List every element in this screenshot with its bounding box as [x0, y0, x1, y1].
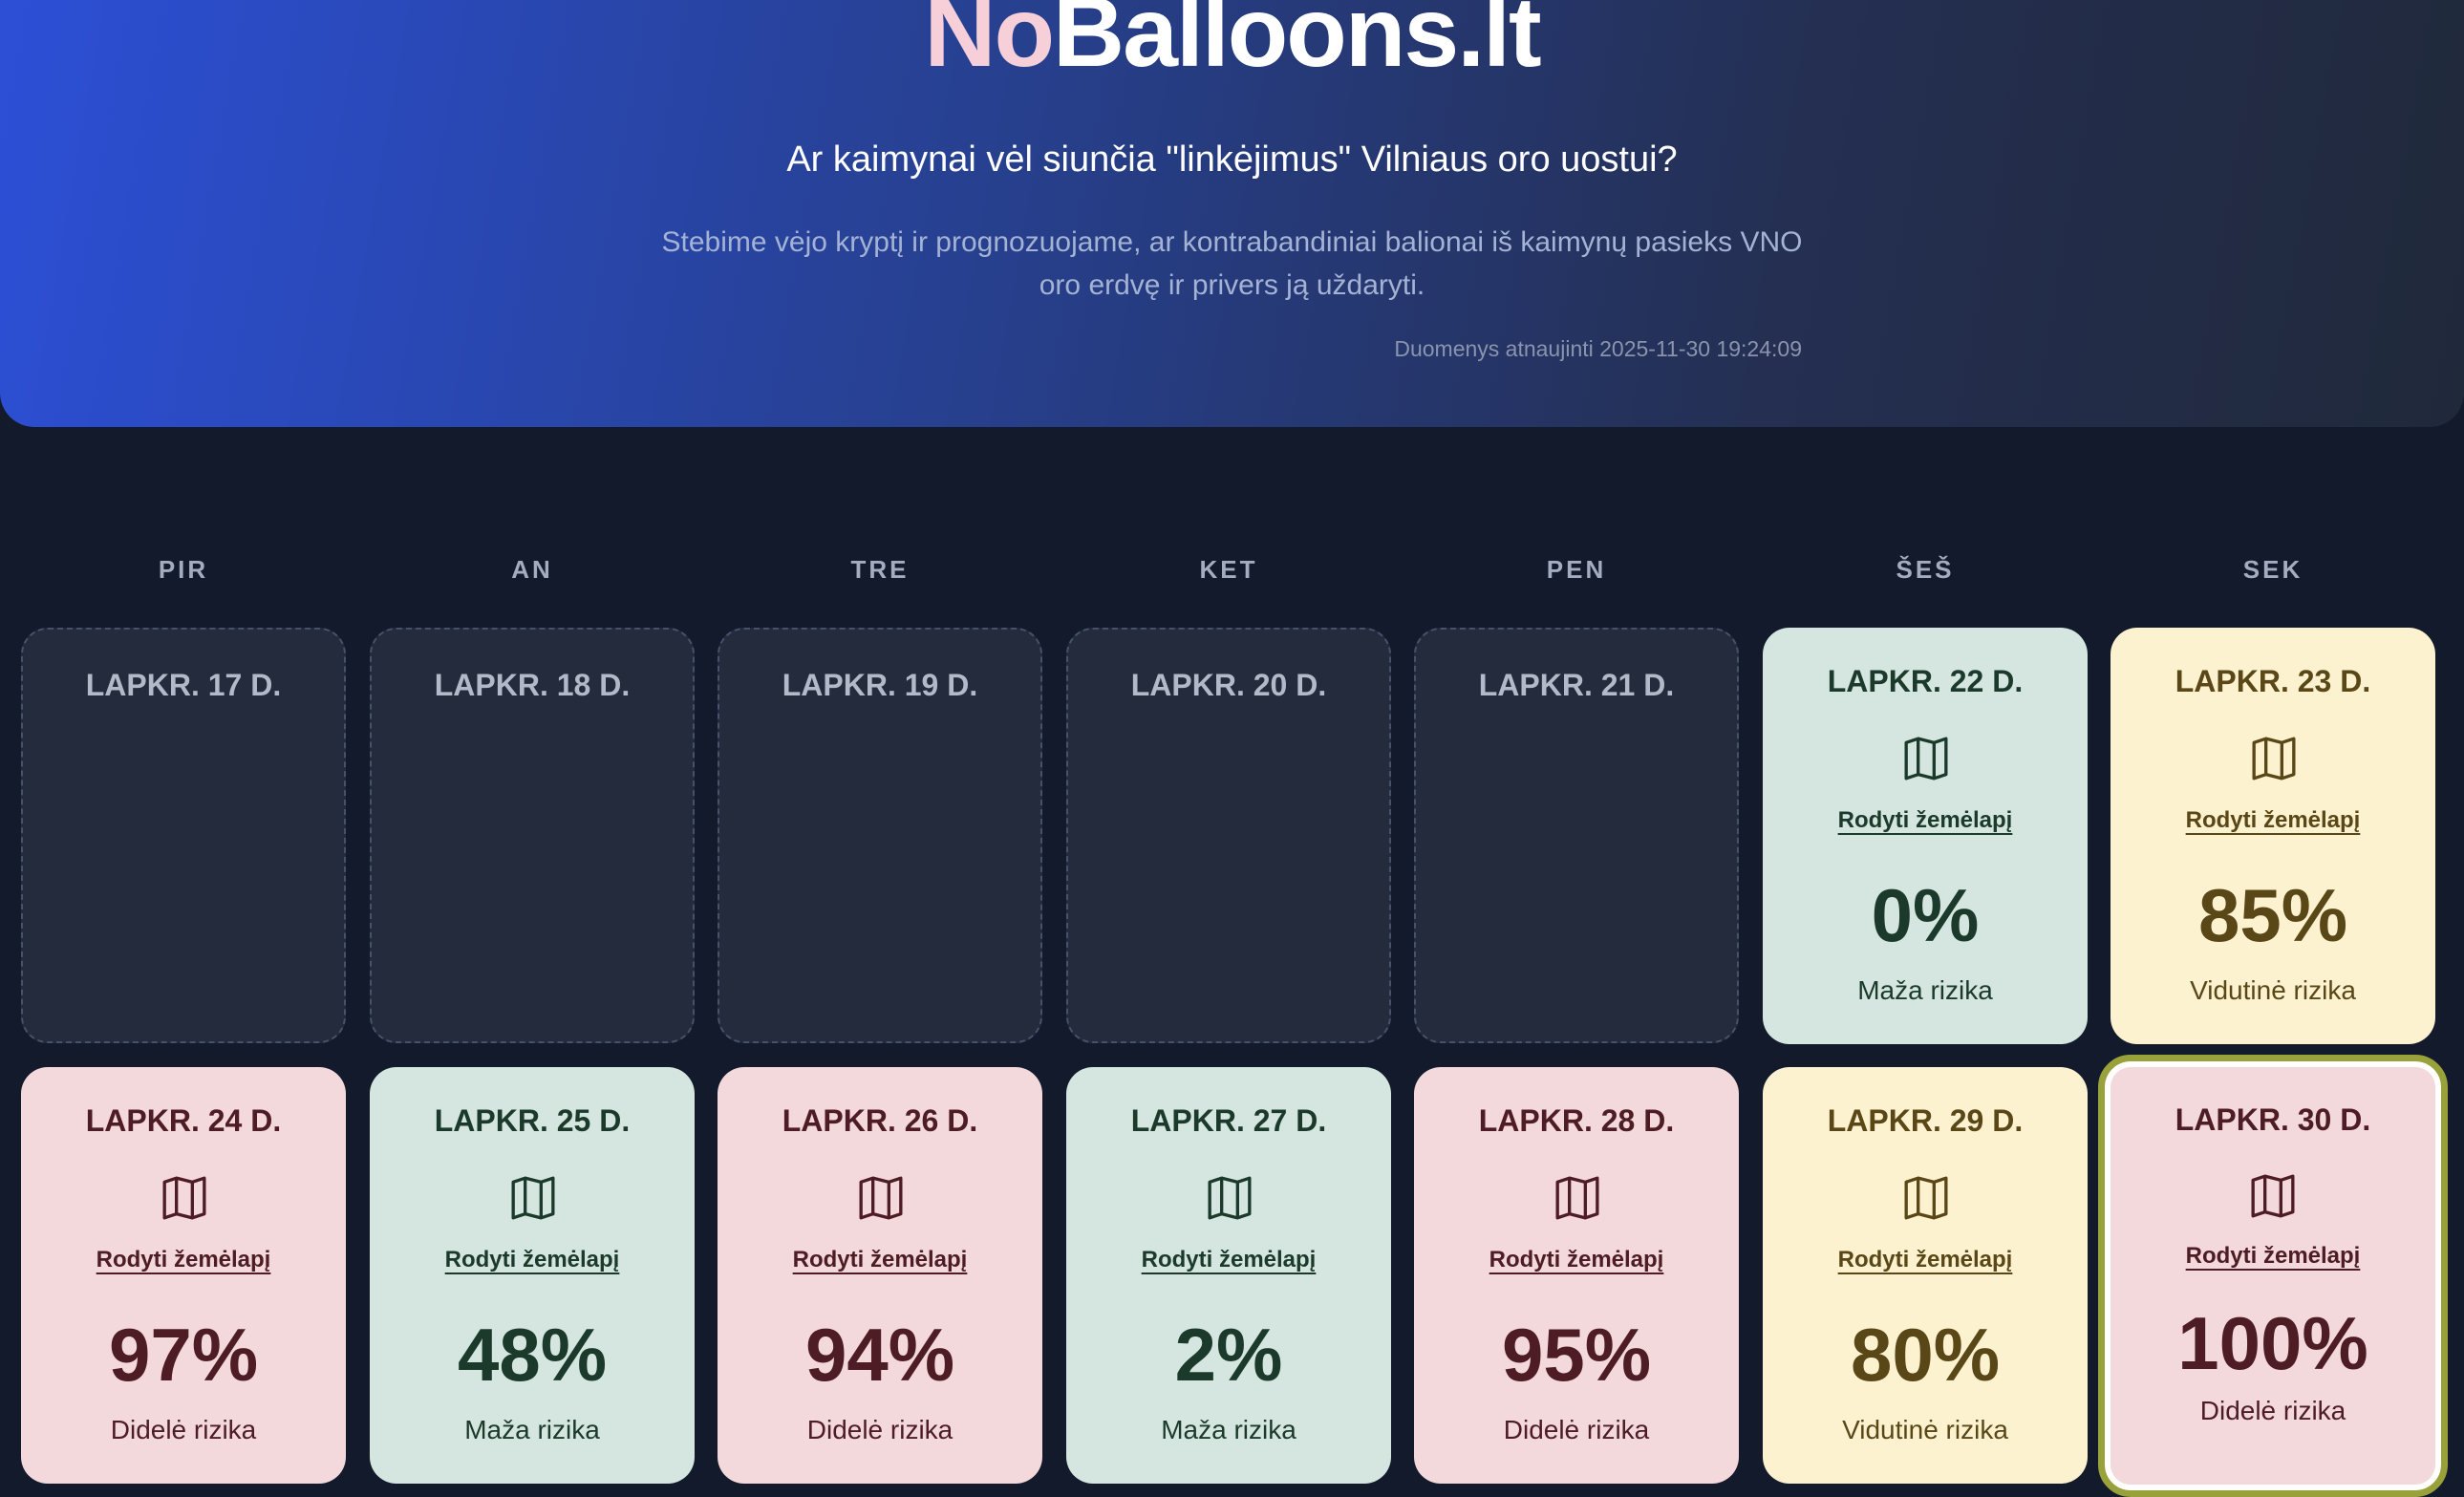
- risk-label: Vidutinė rizika: [2190, 975, 2356, 1005]
- day-cell[interactable]: LAPKR. 22 D. Rodyti žemėlapį 0% Maža riz…: [1763, 628, 2088, 1044]
- hero-header: NoBalloons.lt Ar kaimynai vėl siunčia "l…: [0, 0, 2464, 427]
- risk-percent: 100%: [2177, 1301, 2368, 1385]
- day-cell[interactable]: LAPKR. 25 D. Rodyti žemėlapį 48% Maža ri…: [370, 1067, 695, 1484]
- map-icon[interactable]: [2250, 735, 2298, 782]
- weekday-wed: TRE: [850, 555, 910, 584]
- risk-label: Maža rizika: [1857, 975, 1993, 1005]
- last-updated: Duomenys atnaujinti 2025-11-30 19:24:09: [1394, 336, 1802, 361]
- site-logo[interactable]: NoBalloons.lt: [0, 0, 2464, 82]
- map-icon[interactable]: [1902, 735, 1950, 782]
- show-map-link[interactable]: Rodyti žemėlapį: [1837, 1247, 2013, 1272]
- show-map-link[interactable]: Rodyti žemėlapį: [2185, 1243, 2361, 1269]
- risk-percent: 97%: [108, 1313, 259, 1397]
- show-map-link[interactable]: Rodyti žemėlapį: [444, 1247, 620, 1272]
- day-date: LAPKR. 25 D.: [434, 1103, 631, 1138]
- risk-percent: 94%: [804, 1313, 955, 1397]
- description: Stebime vėjo kryptį ir prognozuojame, ar…: [661, 226, 1803, 301]
- day-date: LAPKR. 30 D.: [2175, 1102, 2371, 1137]
- day-cell[interactable]: LAPKR. 29 D. Rodyti žemėlapį 80% Vidutin…: [1763, 1067, 2088, 1484]
- weekday-tue: AN: [511, 555, 553, 584]
- map-icon[interactable]: [1553, 1174, 1601, 1222]
- weekday-mon: PIR: [158, 555, 209, 584]
- day-cell-empty: LAPKR. 21 D.: [1414, 628, 1739, 1043]
- logo-main-text: Balloons.lt: [1053, 0, 1542, 88]
- day-date: LAPKR. 23 D.: [2175, 664, 2371, 698]
- day-cell-empty: LAPKR. 17 D.: [21, 628, 346, 1043]
- logo-accent-text: No: [924, 0, 1055, 88]
- day-date: LAPKR. 18 D.: [434, 668, 631, 702]
- weekday-thu: KET: [1199, 555, 1258, 584]
- map-icon[interactable]: [1206, 1174, 1253, 1222]
- day-cell[interactable]: LAPKR. 27 D. Rodyti žemėlapį 2% Maža riz…: [1066, 1067, 1391, 1484]
- show-map-link[interactable]: Rodyti žemėlapį: [1489, 1247, 1664, 1272]
- day-cell-empty: LAPKR. 20 D.: [1066, 628, 1391, 1043]
- map-icon[interactable]: [857, 1174, 905, 1222]
- day-date: LAPKR. 29 D.: [1827, 1103, 2024, 1138]
- show-map-link[interactable]: Rodyti žemėlapį: [2185, 807, 2361, 833]
- weekday-fri: PEN: [1546, 555, 1607, 584]
- risk-percent: 80%: [1850, 1313, 2001, 1397]
- map-icon[interactable]: [161, 1174, 208, 1222]
- day-date: LAPKR. 22 D.: [1827, 664, 2024, 698]
- risk-percent: 85%: [2197, 873, 2348, 957]
- day-date: LAPKR. 26 D.: [782, 1103, 978, 1138]
- risk-percent: 95%: [1501, 1313, 1652, 1397]
- day-cell[interactable]: LAPKR. 24 D. Rodyti žemėlapį 97% Didelė …: [21, 1067, 346, 1484]
- day-date: LAPKR. 17 D.: [85, 668, 282, 702]
- day-date: LAPKR. 28 D.: [1478, 1103, 1675, 1138]
- map-icon[interactable]: [509, 1174, 557, 1222]
- weekday-sun: SEK: [2242, 555, 2303, 584]
- weekday-sat: ŠEŠ: [1896, 555, 1955, 584]
- risk-label: Maža rizika: [1161, 1415, 1296, 1444]
- show-map-link[interactable]: Rodyti žemėlapį: [1837, 807, 2013, 833]
- risk-label: Didelė rizika: [1503, 1415, 1650, 1444]
- risk-label: Vidutinė rizika: [1842, 1415, 2008, 1444]
- day-cell-empty: LAPKR. 18 D.: [370, 628, 695, 1043]
- map-icon[interactable]: [1902, 1174, 1950, 1222]
- day-cell[interactable]: LAPKR. 26 D. Rodyti žemėlapį 94% Didelė …: [718, 1067, 1042, 1484]
- day-cell-empty: LAPKR. 19 D.: [718, 628, 1042, 1043]
- day-date: LAPKR. 20 D.: [1130, 668, 1327, 702]
- risk-percent: 48%: [457, 1313, 608, 1397]
- day-date: LAPKR. 24 D.: [85, 1103, 282, 1138]
- risk-label: Maža rizika: [464, 1415, 600, 1444]
- tagline: Ar kaimynai vėl siunčia "linkėjimus" Vil…: [786, 139, 1678, 180]
- show-map-link[interactable]: Rodyti žemėlapį: [792, 1247, 968, 1272]
- day-date: LAPKR. 27 D.: [1130, 1103, 1327, 1138]
- risk-label: Didelė rizika: [110, 1415, 257, 1444]
- risk-label: Didelė rizika: [2199, 1396, 2346, 1425]
- risk-percent: 0%: [1871, 873, 1980, 957]
- show-map-link[interactable]: Rodyti žemėlapį: [1141, 1247, 1317, 1272]
- day-date: LAPKR. 21 D.: [1478, 668, 1675, 702]
- risk-label: Didelė rizika: [806, 1415, 953, 1444]
- show-map-link[interactable]: Rodyti žemėlapį: [96, 1247, 271, 1272]
- risk-percent: 2%: [1174, 1313, 1283, 1397]
- day-cell[interactable]: LAPKR. 23 D. Rodyti žemėlapį 85% Vidutin…: [2110, 628, 2435, 1044]
- map-icon[interactable]: [2249, 1172, 2297, 1220]
- day-date: LAPKR. 19 D.: [782, 668, 978, 702]
- day-cell-today[interactable]: LAPKR. 30 D. Rodyti žemėlapį 100% Didelė…: [2098, 1055, 2448, 1497]
- day-cell[interactable]: LAPKR. 28 D. Rodyti žemėlapį 95% Didelė …: [1414, 1067, 1739, 1484]
